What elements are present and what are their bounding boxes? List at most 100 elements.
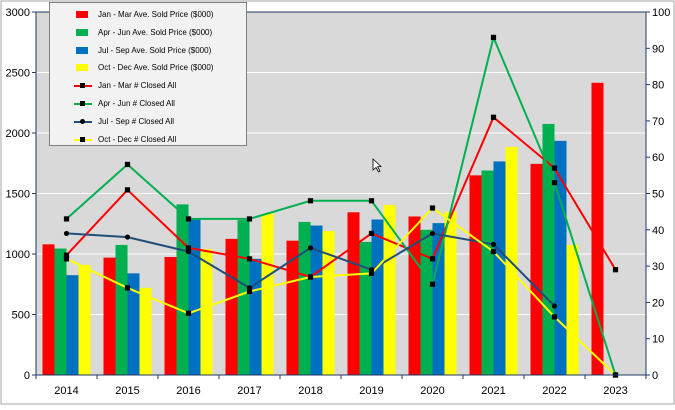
line-point [551,314,558,320]
bar-2019-s1 [347,212,360,375]
line-point [612,267,619,273]
mouse-cursor-icon [372,158,382,173]
line-point [307,274,314,280]
line-point [185,245,192,251]
x-tick-label: 2016 [176,385,200,397]
line-point [124,234,131,240]
bar-2014-s2 [54,248,67,375]
legend-label: Apr - Jun # Closed All [98,99,175,108]
line-point [63,230,70,237]
bar-2018-s3 [310,225,323,375]
right-tick-label: 90 [652,43,664,55]
legend-item: Apr - Jun Ave. Sold Price ($000) [50,26,248,40]
x-tick-label: 2014 [54,385,78,397]
line-point [429,256,436,262]
bar-2018-s1 [286,240,299,375]
legend-item: Oct - Dec # Closed All [50,133,248,147]
line-point [185,248,192,255]
bar-2015-s2 [115,244,128,375]
bar-2021-s3 [493,161,506,375]
line-point [63,256,70,262]
bar-2014-s4 [78,264,91,375]
bar-2022-s1 [530,163,543,375]
bar-2015-s3 [127,273,140,375]
legend-item: Oct - Dec Ave. Sold Price ($000) [50,61,248,75]
right-tick-label: 20 [652,297,664,309]
x-tick-label: 2022 [542,385,566,397]
bar-2017-s3 [249,258,262,375]
bar-2016-s2 [176,204,189,375]
bar-2018-s2 [298,221,311,375]
right-tick-label: 60 [652,152,664,164]
x-tick-label: 2023 [603,385,627,397]
line-point [185,310,192,316]
left-tick-label: 1500 [6,189,30,201]
legend-item: Apr - Jun # Closed All [50,97,248,111]
legend-label: Jan - Mar Ave. Sold Price ($000) [98,10,214,19]
right-tick-label: 70 [652,116,664,128]
line-point [246,256,253,262]
bar-2019-s4 [383,204,396,375]
bar-2016-s3 [188,218,201,375]
line-series-1 [65,115,617,279]
legend-item: Jul - Sep Ave. Sold Price ($000) [50,44,248,58]
bar-2022-s3 [554,140,567,375]
bar-2020-s2 [420,229,433,375]
bar-2021-s2 [481,170,494,375]
bar-2016-s4 [200,249,213,375]
bar-2016-s1 [164,257,177,375]
left-tick-label: 0 [24,370,30,382]
right-tick-label: 80 [652,80,664,92]
x-tick-label: 2015 [115,385,139,397]
legend-marker [80,118,85,124]
line-point [429,230,436,237]
legend-label: Oct - Dec # Closed All [98,134,177,144]
line-point [429,205,436,211]
legend-item: Jan - Mar # Closed All [50,79,248,93]
x-tick-label: 2018 [298,385,322,397]
line-series-group [63,34,619,378]
bar-2017-s1 [225,238,238,375]
bar-series-group [42,82,604,375]
legend-item: Jul - Sep # Closed All [50,115,248,129]
line-point [246,288,253,295]
legend-label: Oct - Dec Ave. Sold Price ($000) [98,63,214,73]
line-point [124,187,131,193]
line-point [63,252,70,258]
bar-2019-s2 [359,241,372,375]
left-tick-label: 2500 [6,68,30,80]
line-point [551,165,558,171]
axes: 0 500 1000 1500 2000 2500 3000 0 10 20 30 40 50 60 70 8… [6,7,671,397]
bar-2023-s1 [591,82,604,375]
left-tick-label: 2000 [6,128,30,140]
bar-2020-s4 [444,211,457,375]
left-tick-label: 3000 [6,7,30,19]
bar-2017-s4 [261,213,274,375]
bar-2022-s2 [542,123,555,375]
right-tick-label: 100 [652,7,670,19]
line-point [124,161,131,168]
right-tick-label: 30 [652,261,664,273]
x-tick-label: 2017 [237,385,261,397]
bar-2015-s1 [103,257,116,375]
line-point [551,303,558,309]
right-tick-label: 10 [652,334,664,346]
left-tick-label: 500 [12,310,30,322]
x-tick-label: 2019 [359,385,383,397]
line-point [490,248,497,255]
legend-marker [80,136,85,142]
x-tick-label: 2020 [420,385,444,397]
legend-item: Jan - Mar Ave. Sold Price ($000) [50,8,248,22]
line-point [368,270,375,276]
legend-marker [80,101,85,106]
bar-2014-s1 [42,244,55,375]
legend-swatch [76,28,88,36]
bar-2022-s4 [566,244,579,375]
line-series-4 [66,206,617,376]
bar-2017-s2 [237,220,250,375]
line-point [307,245,314,251]
x-tick-label: 2021 [481,385,505,397]
right-tick-label: 40 [652,225,664,237]
bar-2019-s3 [371,219,384,375]
